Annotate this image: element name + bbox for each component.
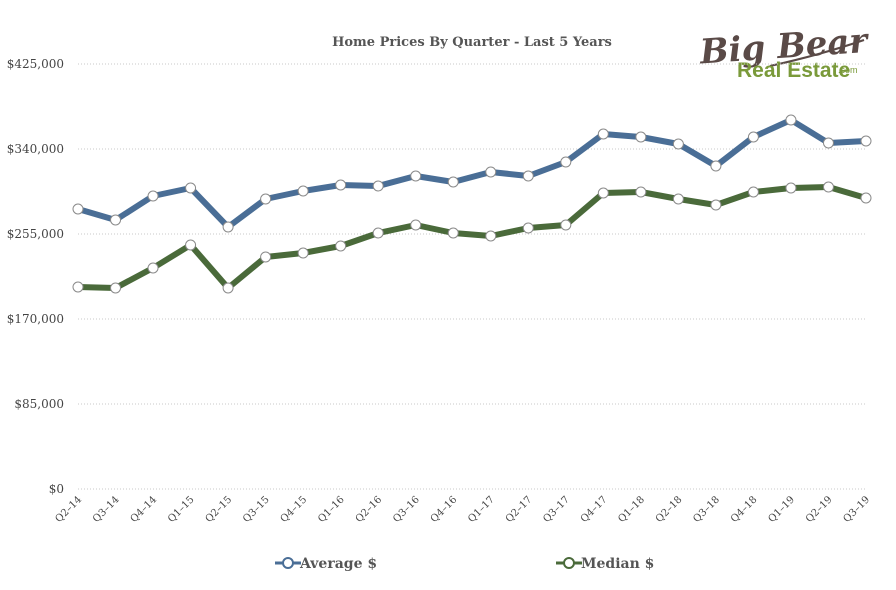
data-point[interactable] (710, 199, 722, 211)
x-tick-label: Q3–16 (391, 494, 422, 525)
x-axis: Q2–14 Q3–14 Q4–14 Q1–15 Q2–15 Q3–15 Q4–15 Q1–16… (54, 494, 873, 525)
legend: Average $ Median $ (275, 556, 654, 572)
data-point[interactable] (110, 282, 122, 294)
x-tick-label: Q2–19 (804, 494, 835, 525)
gridlines (78, 63, 866, 490)
data-point[interactable] (635, 186, 647, 198)
data-point[interactable] (297, 247, 309, 259)
data-point[interactable] (72, 281, 84, 293)
data-point[interactable] (522, 222, 534, 234)
data-point[interactable] (147, 262, 159, 274)
data-point[interactable] (485, 230, 497, 242)
data-point[interactable] (372, 180, 384, 192)
data-point[interactable] (522, 170, 534, 182)
data-point[interactable] (260, 193, 272, 205)
logo-subtitle: Real Estate (737, 59, 850, 82)
data-point[interactable] (447, 227, 459, 239)
data-point[interactable] (185, 239, 197, 251)
data-point[interactable] (860, 135, 872, 147)
legend-swatch-marker (563, 557, 575, 569)
x-tick-label: Q4–15 (279, 494, 310, 525)
legend-item[interactable]: Average $ (275, 556, 377, 572)
logo-swoosh (769, 39, 865, 67)
data-point[interactable] (560, 156, 572, 168)
x-tick-label: Q3–15 (241, 494, 272, 525)
y-tick-label: $425,000 (7, 57, 64, 71)
x-tick-label: Q4–18 (729, 494, 760, 525)
data-point[interactable] (860, 192, 872, 204)
x-tick-label: Q1–17 (466, 494, 497, 525)
y-axis: $0 $85,000 $170,000 $255,000 $340,000 $425,00… (7, 57, 64, 496)
x-tick-label: Q1–16 (316, 494, 347, 525)
data-point[interactable] (710, 160, 722, 172)
x-tick-label: Q4–16 (429, 494, 460, 525)
y-tick-label: $170,000 (7, 312, 64, 326)
chart-title: Home Prices By Quarter - Last 5 Years (332, 35, 612, 50)
data-point[interactable] (372, 227, 384, 239)
data-point[interactable] (785, 114, 797, 126)
series-layer (72, 114, 872, 294)
y-tick-label: $340,000 (7, 142, 64, 156)
data-point[interactable] (110, 214, 122, 226)
x-tick-label: Q4–14 (129, 494, 160, 525)
data-point[interactable] (672, 138, 684, 150)
legend-label: Median $ (581, 556, 654, 572)
x-tick-label: Q4–17 (579, 494, 610, 525)
x-tick-label: Q2–15 (204, 494, 235, 525)
legend-label: Average $ (299, 556, 377, 572)
data-point[interactable] (485, 166, 497, 178)
data-point[interactable] (597, 187, 609, 199)
x-tick-label: Q1–19 (766, 494, 797, 525)
series-line (75, 184, 869, 291)
series-group (72, 181, 872, 294)
data-point[interactable] (635, 131, 647, 143)
series-group (72, 114, 872, 233)
data-point[interactable] (297, 185, 309, 197)
data-point[interactable] (260, 251, 272, 263)
x-tick-label: Q2–17 (504, 494, 535, 525)
series-line (75, 117, 869, 230)
x-tick-label: Q2–14 (54, 494, 85, 525)
data-point[interactable] (747, 131, 759, 143)
data-point[interactable] (222, 282, 234, 294)
legend-swatch-marker (282, 557, 294, 569)
data-point[interactable] (822, 181, 834, 193)
y-tick-label: $85,000 (14, 397, 64, 411)
data-point[interactable] (822, 137, 834, 149)
x-tick-label: Q2–16 (354, 494, 385, 525)
data-point[interactable] (410, 219, 422, 231)
data-point[interactable] (410, 170, 422, 182)
logo: Big Bear Real Estate .com (698, 21, 871, 82)
x-tick-label: Q3–17 (541, 494, 572, 525)
data-point[interactable] (185, 182, 197, 194)
x-tick-label: Q3–19 (842, 494, 873, 525)
data-point[interactable] (335, 240, 347, 252)
data-point[interactable] (147, 190, 159, 202)
x-tick-label: Q1–18 (616, 494, 647, 525)
data-point[interactable] (785, 182, 797, 194)
data-point[interactable] (72, 203, 84, 215)
data-point[interactable] (747, 186, 759, 198)
x-tick-label: Q3–14 (91, 494, 122, 525)
data-point[interactable] (672, 193, 684, 205)
data-point[interactable] (597, 128, 609, 140)
x-tick-label: Q2–18 (654, 494, 685, 525)
data-point[interactable] (447, 176, 459, 188)
y-tick-label: $255,000 (7, 227, 64, 241)
x-tick-label: Q3–18 (691, 494, 722, 525)
legend-item[interactable]: Median $ (556, 556, 654, 572)
data-point[interactable] (222, 221, 234, 233)
y-tick-label: $0 (49, 482, 64, 496)
data-point[interactable] (335, 179, 347, 191)
logo-suffix: .com (838, 65, 858, 75)
x-tick-label: Q1–15 (166, 494, 197, 525)
data-point[interactable] (560, 219, 572, 231)
